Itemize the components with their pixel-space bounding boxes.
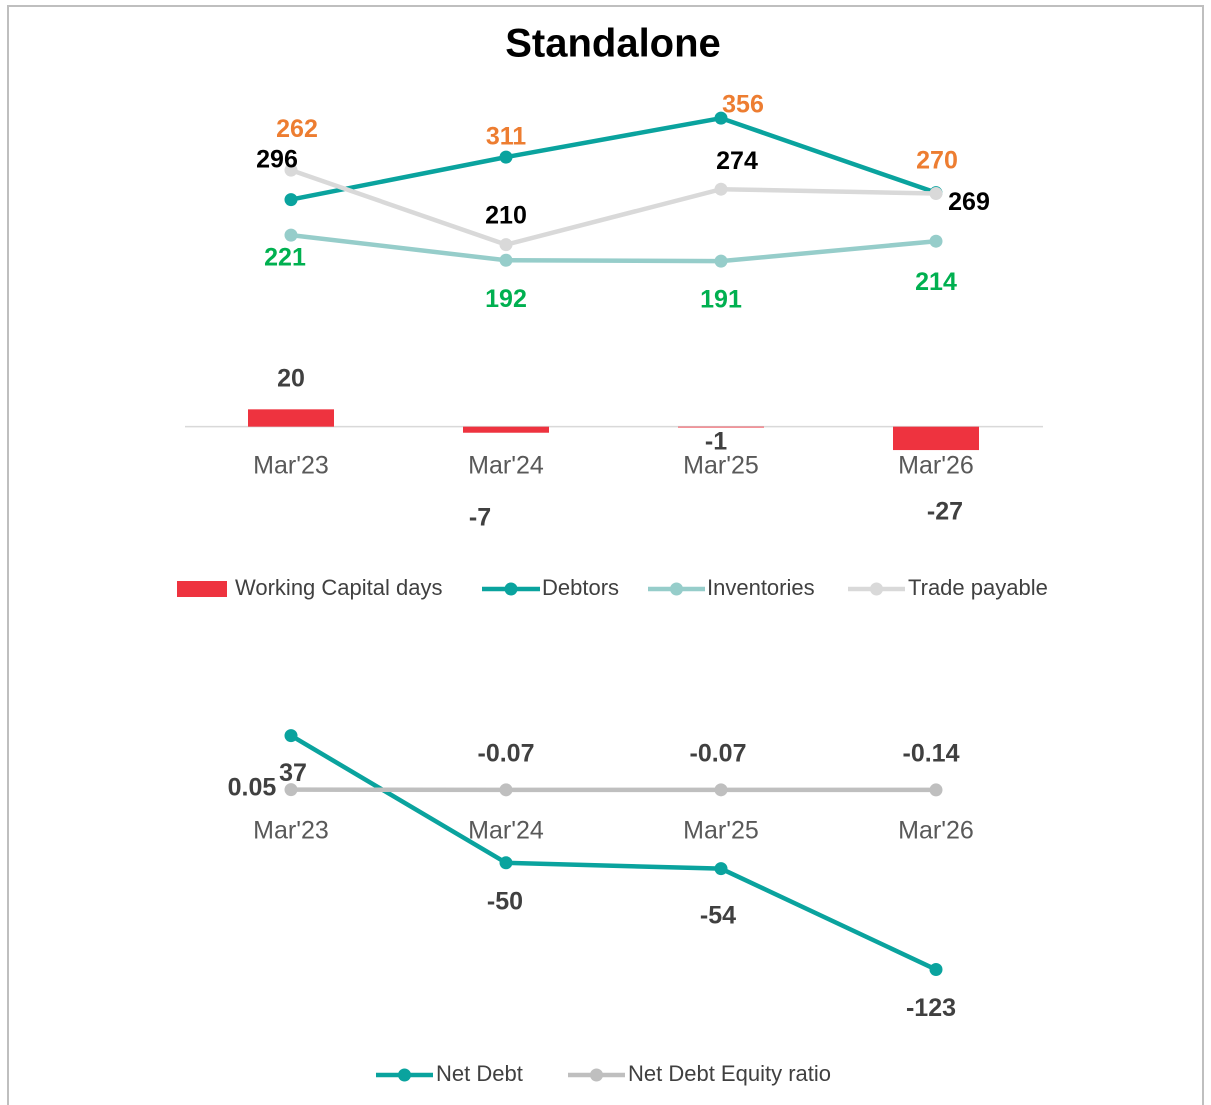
- data-label: -123: [906, 994, 956, 1022]
- point: [929, 783, 943, 797]
- x-tick-label: Mar'24: [468, 817, 544, 845]
- legend-swatch: [398, 1068, 411, 1082]
- data-label: 262: [276, 115, 318, 143]
- legend-label: Debtors: [542, 575, 619, 600]
- data-label: -50: [487, 887, 523, 915]
- point: [499, 783, 513, 797]
- point: [284, 228, 298, 242]
- data-label: 311: [486, 123, 526, 151]
- data-label: 0.05: [228, 773, 277, 801]
- data-label: 274: [716, 147, 758, 175]
- legend-label: Net Debt Equity ratio: [628, 1061, 831, 1086]
- legend-label: Net Debt: [436, 1061, 523, 1086]
- x-tick-label: Mar'26: [898, 452, 974, 480]
- point: [499, 856, 513, 870]
- point: [499, 238, 513, 252]
- data-label: 214: [915, 268, 957, 296]
- x-tick-label: Mar'24: [468, 452, 544, 480]
- frame: [7, 5, 1204, 1105]
- x-tick-label: Mar'25: [683, 452, 759, 480]
- data-label: -27: [927, 497, 963, 525]
- data-label: -0.07: [478, 739, 535, 767]
- point: [714, 783, 728, 797]
- x-tick-label: Mar'26: [898, 817, 974, 845]
- legend-label: Trade payable: [908, 575, 1048, 600]
- legend-swatch: [870, 582, 883, 596]
- bar: [893, 426, 979, 451]
- bar: [248, 409, 334, 427]
- data-label: 356: [722, 91, 764, 119]
- bar: [678, 426, 764, 428]
- data-label: 270: [916, 146, 958, 174]
- data-label: 191: [700, 286, 742, 314]
- point: [714, 182, 728, 196]
- x-tick-label: Mar'25: [683, 817, 759, 845]
- legend-swatch: [590, 1068, 603, 1082]
- legend-label: Inventories: [707, 575, 815, 600]
- legend-swatch: [670, 582, 683, 596]
- data-label: -7: [469, 503, 491, 531]
- line: [290, 115, 937, 202]
- line: [289, 733, 937, 972]
- point: [714, 862, 728, 876]
- legend-swatch: [177, 581, 227, 597]
- x-tick-label: Mar'23: [253, 452, 329, 480]
- data-label: 269: [948, 188, 990, 216]
- point: [499, 253, 513, 267]
- data-label: -54: [700, 901, 736, 929]
- point: [284, 729, 298, 743]
- bar: [463, 426, 549, 433]
- point: [284, 163, 298, 177]
- chart-title: Standalone: [505, 22, 721, 66]
- data-label: 221: [264, 244, 306, 272]
- data-label: -1: [705, 427, 727, 455]
- data-label: 210: [485, 201, 527, 229]
- data-label: 296: [256, 146, 298, 174]
- point: [284, 783, 298, 797]
- line: [290, 232, 937, 264]
- legend-swatch: [504, 582, 518, 596]
- data-label: 192: [485, 285, 527, 313]
- point: [714, 254, 728, 268]
- point: [714, 111, 728, 125]
- point: [929, 234, 943, 248]
- legend-label: Working Capital days: [235, 575, 442, 600]
- line: [290, 168, 937, 248]
- point: [929, 187, 943, 201]
- x-tick-label: Mar'23: [253, 817, 329, 845]
- data-label: 20: [277, 364, 305, 392]
- data-label: -0.07: [690, 739, 747, 767]
- point: [929, 963, 943, 977]
- data-label: 37: [279, 759, 307, 787]
- data-label: -0.14: [903, 740, 960, 768]
- point: [284, 193, 298, 207]
- point: [499, 150, 513, 164]
